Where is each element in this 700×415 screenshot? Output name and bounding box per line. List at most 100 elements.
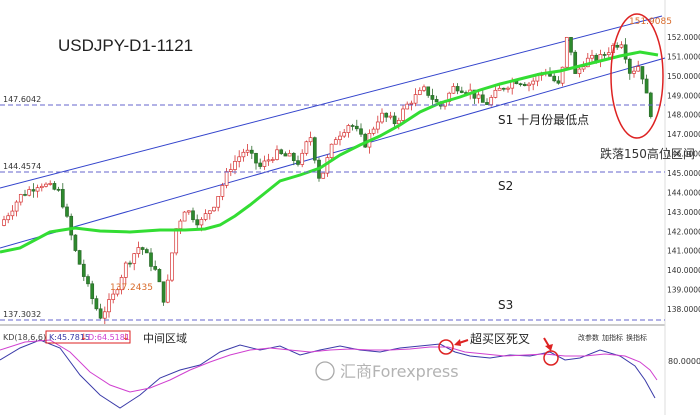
candle-body bbox=[266, 159, 271, 162]
kd-cross-note: 超买区死叉 bbox=[470, 331, 530, 346]
drop-highlight-ellipse bbox=[610, 13, 664, 139]
candle-body bbox=[392, 115, 397, 125]
candle-body bbox=[111, 293, 116, 300]
kd-axis-tick: 80.0000 bbox=[668, 357, 700, 366]
candle-body bbox=[149, 252, 153, 267]
kd-button-add[interactable]: 加指标 bbox=[602, 333, 623, 342]
candle-body bbox=[527, 83, 531, 87]
candle-body bbox=[522, 83, 527, 87]
candle-body bbox=[304, 141, 309, 154]
candle-body bbox=[371, 128, 376, 134]
candle-body bbox=[388, 115, 393, 118]
price-tick-label: 138.0000 bbox=[667, 305, 700, 314]
price-tick-label: 149.0000 bbox=[667, 91, 700, 100]
kd-d-line bbox=[0, 339, 658, 393]
kd-button-params[interactable]: 改参数 bbox=[578, 333, 599, 342]
candle-body bbox=[300, 152, 305, 165]
candle-body bbox=[518, 83, 523, 86]
candle-body bbox=[128, 262, 132, 265]
price-tick-label: 141.0000 bbox=[667, 247, 700, 256]
candle-body bbox=[636, 66, 641, 72]
candle-body bbox=[132, 253, 137, 264]
candle-body bbox=[199, 219, 204, 226]
candle-body bbox=[501, 87, 506, 90]
candle-body bbox=[228, 169, 233, 172]
candle-body bbox=[203, 213, 208, 220]
candle-body bbox=[627, 58, 632, 74]
candle-body bbox=[342, 132, 347, 137]
candle-body bbox=[52, 183, 57, 190]
candle-body bbox=[485, 102, 489, 105]
price-tick-label: 140.0000 bbox=[667, 266, 700, 275]
candle-body bbox=[94, 298, 99, 310]
price-tick-label: 144.0000 bbox=[667, 188, 700, 197]
death-cross-circle-2 bbox=[543, 350, 559, 366]
candle-body bbox=[140, 247, 145, 250]
support-level-label: 147.6042 bbox=[3, 95, 41, 104]
candle-body bbox=[191, 210, 195, 221]
candle-body bbox=[480, 94, 485, 103]
candle-body bbox=[296, 160, 300, 165]
candle-body bbox=[233, 161, 237, 170]
candle-body bbox=[275, 149, 279, 160]
support-level-label: 144.4574 bbox=[3, 162, 41, 171]
support-level-label: 137.3032 bbox=[3, 310, 41, 319]
support-annotation: S1 十月份最低点 bbox=[498, 113, 589, 127]
candle-body bbox=[560, 66, 565, 84]
candle-body bbox=[161, 281, 166, 303]
candle-body bbox=[552, 75, 557, 82]
ma-line bbox=[0, 50, 659, 254]
candle-body bbox=[308, 137, 313, 143]
price-tick-label: 139.0000 bbox=[667, 286, 700, 295]
kd-label: KD(18,6,6) bbox=[3, 333, 46, 342]
candle-body bbox=[506, 87, 510, 90]
candle-body bbox=[258, 162, 263, 167]
candle-body bbox=[615, 44, 620, 48]
candle-body bbox=[354, 125, 359, 130]
support-annotation: S2 bbox=[498, 179, 513, 193]
moving-average bbox=[0, 50, 659, 254]
support-annotation: S3 bbox=[498, 298, 513, 312]
candle-body bbox=[430, 95, 435, 100]
candle-body bbox=[497, 87, 502, 91]
candle-body bbox=[606, 52, 611, 56]
low-value-label: 137.2435 bbox=[110, 283, 153, 293]
candle-body bbox=[14, 201, 19, 212]
kd-button-switch[interactable]: 换指标 bbox=[626, 333, 647, 342]
candle-body bbox=[556, 80, 561, 84]
kd-zone-note: 中间区域 bbox=[143, 332, 187, 345]
candle-body bbox=[380, 112, 384, 123]
price-tick-label: 146.0000 bbox=[667, 150, 700, 159]
candle-body bbox=[27, 189, 32, 196]
candle-body bbox=[73, 234, 78, 251]
candle-body bbox=[153, 266, 158, 270]
candle-body bbox=[195, 219, 200, 226]
price-tick-label: 152.0000 bbox=[667, 33, 700, 42]
candle-body bbox=[564, 37, 569, 68]
candle-body bbox=[178, 220, 183, 229]
candle-body bbox=[279, 149, 284, 154]
candle-body bbox=[44, 183, 48, 187]
candle-body bbox=[346, 125, 351, 133]
death-cross-circle-1 bbox=[438, 339, 454, 355]
price-tick-label: 142.0000 bbox=[667, 227, 700, 236]
candle-body bbox=[489, 97, 494, 105]
candle-body bbox=[455, 86, 460, 92]
candle-body bbox=[136, 247, 141, 255]
candle-body bbox=[65, 206, 69, 217]
candle-body bbox=[186, 210, 191, 213]
support-levels: 147.6042 S1 十月份最低点 144.4574 S2 137.3032 S3 bbox=[0, 95, 665, 321]
cross-arrow-2-head bbox=[545, 344, 553, 351]
candle-body bbox=[283, 153, 288, 157]
candle-body bbox=[115, 289, 120, 295]
candle-body bbox=[413, 94, 418, 104]
candle-body bbox=[459, 90, 464, 93]
candle-body bbox=[426, 86, 431, 96]
cross-arrow-1-head bbox=[454, 339, 461, 346]
watermark-text: 汇商Forexpress bbox=[340, 362, 459, 381]
candle-body bbox=[216, 196, 221, 208]
candle-body bbox=[241, 151, 246, 158]
candle-body bbox=[602, 54, 607, 56]
price-tick-label: 145.0000 bbox=[667, 169, 700, 178]
candle-body bbox=[422, 86, 426, 91]
